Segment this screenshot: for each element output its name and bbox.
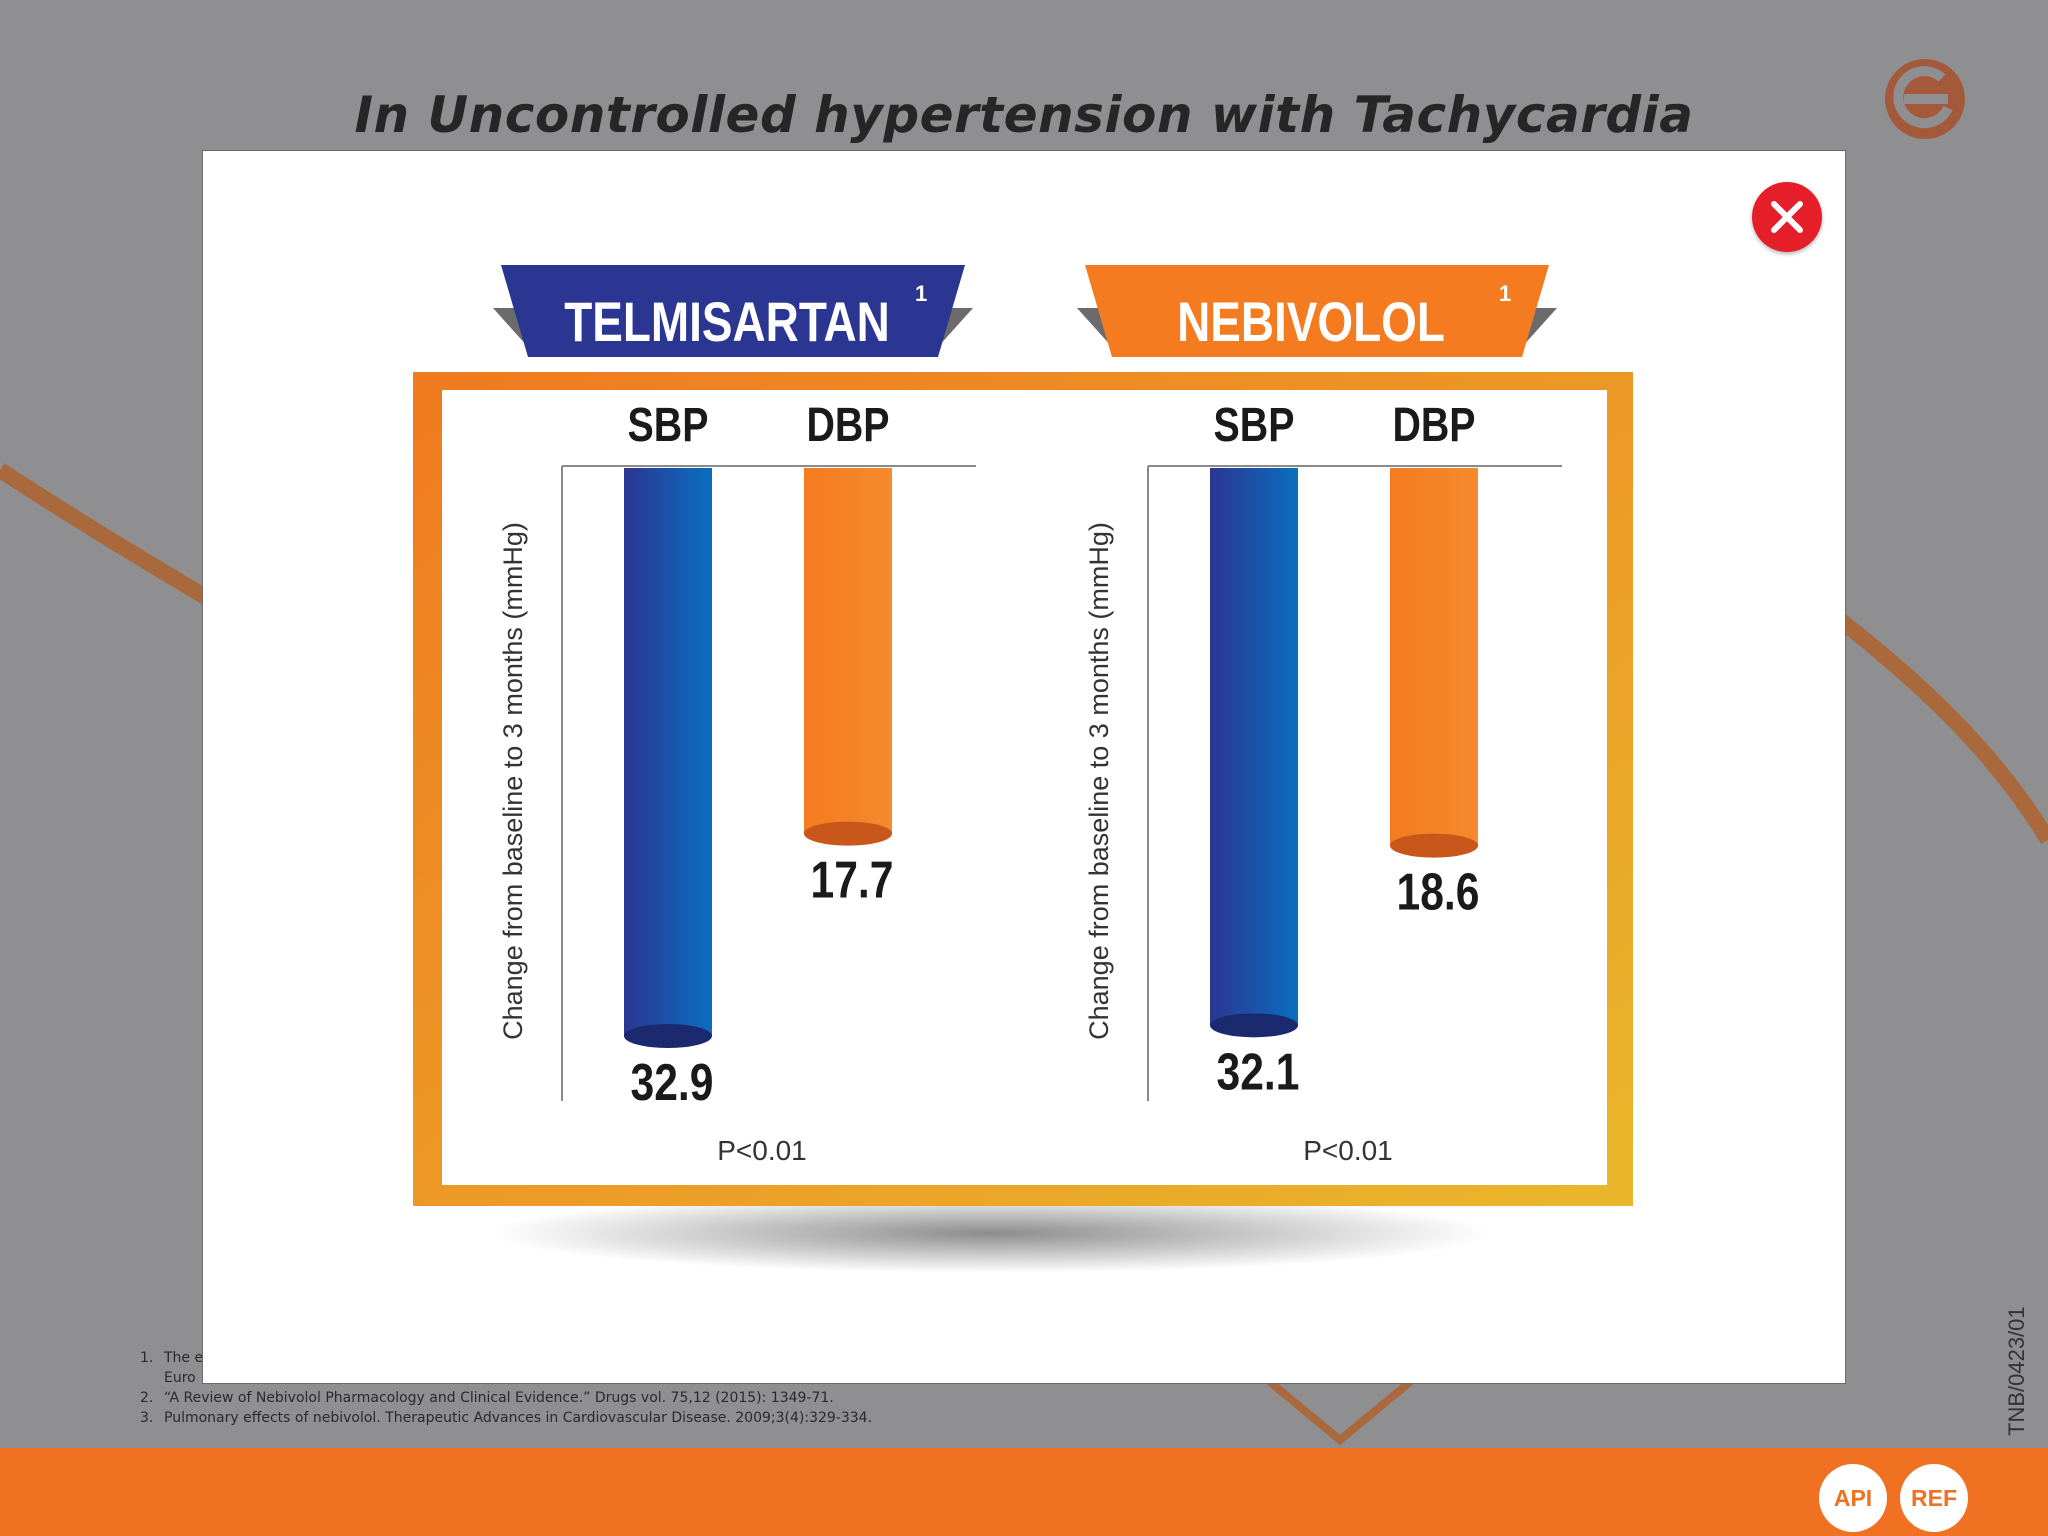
reference-item: 1. The e	[140, 1350, 204, 1366]
chart-title-ribbon	[501, 265, 965, 357]
bar	[1210, 468, 1298, 1026]
close-icon	[1771, 201, 1803, 233]
chart-canvas: TELMISARTAN 1 Change from baseline to 3 mo…	[413, 265, 1633, 1273]
close-button[interactable]	[1752, 182, 1822, 252]
brand-logo-icon	[1885, 59, 1965, 139]
chart-title: NEBIVOLOL	[1177, 291, 1445, 353]
reference-item: Euro	[164, 1370, 196, 1386]
chart-popup: TELMISARTAN 1 Change from baseline to 3 mo…	[202, 150, 1846, 1384]
chart-title-superscript: 1	[1499, 281, 1511, 306]
reference-item: 2. “A Review of Nebivolol Pharmacology an…	[140, 1390, 834, 1406]
data-label: 17.7	[811, 852, 894, 910]
api-button[interactable]: API	[1819, 1464, 1887, 1532]
bar-end	[1210, 1013, 1298, 1038]
y-axis-label: Change from baseline to 3 months (mmHg)	[498, 522, 528, 1040]
bar	[624, 468, 712, 1036]
bar	[1390, 468, 1478, 846]
references-list: 1. The e Euro 2. “A Review of Nebivolol Ph…	[140, 1348, 872, 1428]
category-label: DBP	[1392, 398, 1475, 452]
data-label: 32.1	[1217, 1043, 1300, 1101]
bar-end	[1390, 833, 1478, 858]
significance-annotation: P<0.01	[717, 1135, 807, 1166]
data-label: 32.9	[631, 1054, 714, 1112]
y-axis-label: Change from baseline to 3 months (mmHg)	[1084, 522, 1114, 1040]
bar	[804, 468, 892, 834]
data-label: 18.6	[1397, 864, 1480, 922]
document-code: TNB/0423/01	[2004, 1306, 2029, 1436]
chart-title-superscript: 1	[915, 281, 927, 306]
category-label: SBP	[1214, 398, 1295, 452]
reference-item: 3. Pulmonary effects of nebivolol. Therap…	[140, 1410, 873, 1426]
chart-title-ribbon	[1085, 265, 1549, 357]
significance-annotation: P<0.01	[1303, 1135, 1393, 1166]
chart-title: TELMISARTAN	[564, 291, 890, 353]
category-label: DBP	[806, 398, 889, 452]
bar-end	[804, 821, 892, 846]
bar-end	[624, 1024, 712, 1048]
page-title: In Uncontrolled hypertension with Tachyc…	[354, 86, 1694, 144]
footer-bar	[0, 1448, 2048, 1536]
category-label: SBP	[628, 398, 709, 452]
frame-shadow	[491, 1193, 1491, 1273]
ref-button[interactable]: REF	[1900, 1464, 1968, 1532]
